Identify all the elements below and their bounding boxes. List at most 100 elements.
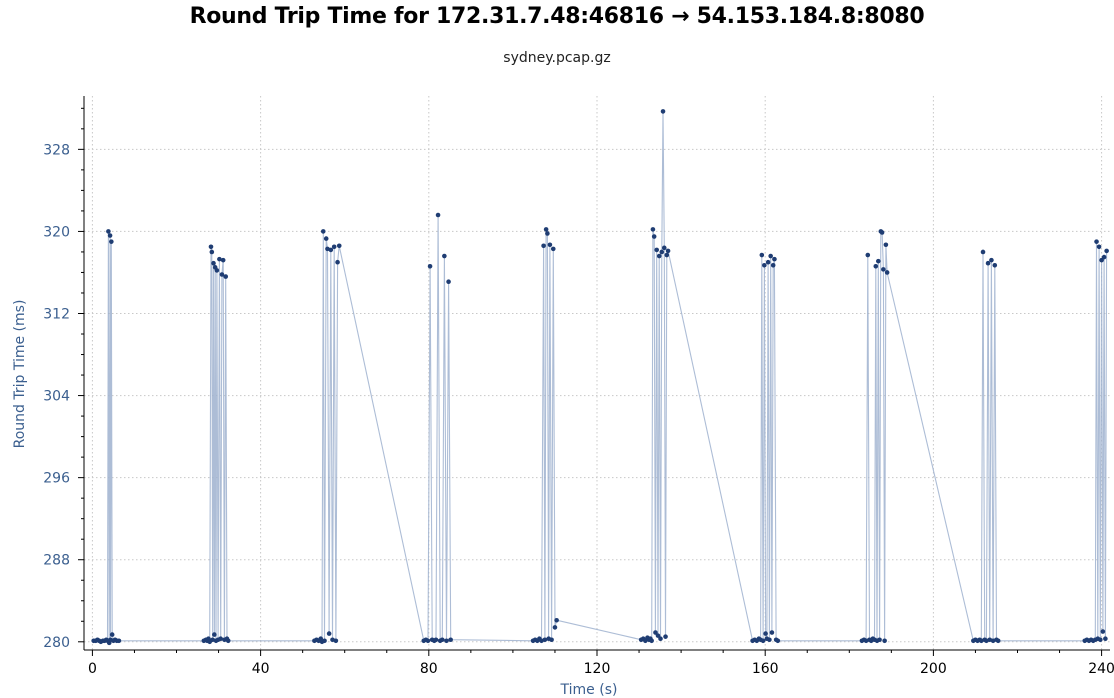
data-point xyxy=(651,234,657,239)
data-point xyxy=(663,634,668,639)
data-point xyxy=(995,638,1001,644)
data-point xyxy=(661,245,667,251)
data-point xyxy=(109,632,115,637)
data-point xyxy=(220,257,226,263)
x-tick-label: 80 xyxy=(420,661,438,677)
y-tick-label: 320 xyxy=(43,224,70,240)
data-point xyxy=(775,638,781,644)
data-point xyxy=(446,279,451,284)
data-point xyxy=(1100,629,1106,634)
data-point xyxy=(223,274,229,279)
data-point xyxy=(208,244,214,250)
data-point xyxy=(879,230,885,235)
data-point xyxy=(992,262,998,268)
data-point xyxy=(425,638,431,644)
y-tick-label: 328 xyxy=(43,142,70,158)
y-tick-label: 312 xyxy=(43,306,70,322)
data-point xyxy=(336,243,342,249)
data-point xyxy=(759,252,765,258)
x-tick-label: 120 xyxy=(584,661,611,677)
data-point xyxy=(322,638,327,644)
x-tick-label: 200 xyxy=(920,661,947,677)
data-point xyxy=(442,253,447,259)
data-point xyxy=(320,229,326,234)
data-point xyxy=(541,243,546,249)
data-point xyxy=(331,244,337,250)
data-point xyxy=(448,637,453,643)
data-point xyxy=(106,229,111,234)
data-point xyxy=(1101,254,1107,260)
data-point xyxy=(545,231,550,236)
data-point xyxy=(1098,637,1103,643)
data-point xyxy=(655,633,661,638)
data-point xyxy=(883,242,889,248)
stem-lines xyxy=(93,111,1108,643)
data-point xyxy=(1104,248,1109,254)
data-point xyxy=(549,637,554,643)
data-point xyxy=(218,636,223,642)
data-point xyxy=(865,252,871,258)
data-point xyxy=(665,248,671,254)
data-point xyxy=(209,249,215,255)
data-point xyxy=(649,638,654,644)
data-point xyxy=(433,637,439,643)
data-points xyxy=(91,109,1109,646)
y-tick-label: 296 xyxy=(43,471,70,487)
data-point xyxy=(1103,636,1108,642)
data-point xyxy=(328,247,334,253)
data-point xyxy=(552,625,558,630)
data-point xyxy=(650,227,656,232)
grid-lines xyxy=(84,96,1110,650)
data-point xyxy=(659,249,665,255)
y-tick-label: 304 xyxy=(43,389,70,405)
data-point xyxy=(109,239,114,244)
data-point xyxy=(1096,244,1102,250)
data-point xyxy=(214,268,220,273)
x-tick-label: 240 xyxy=(1088,661,1114,677)
data-point xyxy=(768,253,773,259)
data-point xyxy=(542,637,548,643)
x-tick-label: 0 xyxy=(88,661,97,677)
data-point xyxy=(664,252,670,258)
data-point xyxy=(550,246,556,252)
data-point xyxy=(762,262,767,268)
data-point xyxy=(554,617,559,623)
data-point xyxy=(1094,239,1099,244)
data-point xyxy=(985,260,991,266)
data-point xyxy=(767,637,772,643)
data-point xyxy=(656,253,662,259)
data-point xyxy=(881,267,886,272)
data-point xyxy=(116,638,122,644)
data-point xyxy=(547,242,553,248)
data-point xyxy=(772,256,777,262)
data-point xyxy=(444,638,449,644)
data-point xyxy=(219,272,225,277)
data-point xyxy=(884,270,890,275)
x-tick-label: 40 xyxy=(252,661,270,677)
y-axis-title: Round Trip Time (ms) xyxy=(12,300,28,449)
data-point xyxy=(769,630,775,635)
data-point xyxy=(326,631,332,636)
data-point xyxy=(225,638,231,644)
x-tick-label: 160 xyxy=(752,661,779,677)
data-point xyxy=(654,247,660,253)
data-point xyxy=(217,256,222,262)
chart-title: Round Trip Time for 172.31.7.48:46816 → … xyxy=(189,4,925,29)
data-point xyxy=(435,212,441,218)
data-point xyxy=(763,631,768,636)
data-point xyxy=(1099,257,1104,263)
data-point xyxy=(989,257,994,263)
data-point xyxy=(212,632,217,637)
data-point xyxy=(877,637,882,643)
data-point xyxy=(658,636,663,642)
data-point xyxy=(765,259,771,265)
data-point xyxy=(873,264,879,269)
y-tick-label: 280 xyxy=(43,635,70,651)
data-point xyxy=(760,638,766,644)
data-point xyxy=(211,260,216,266)
data-point xyxy=(323,236,329,241)
y-tick-label: 288 xyxy=(43,553,70,569)
data-point xyxy=(427,264,433,269)
axes: 0 40 80 120 160 200 240 280 288 296 304 312 320 328 xyxy=(43,96,1114,677)
